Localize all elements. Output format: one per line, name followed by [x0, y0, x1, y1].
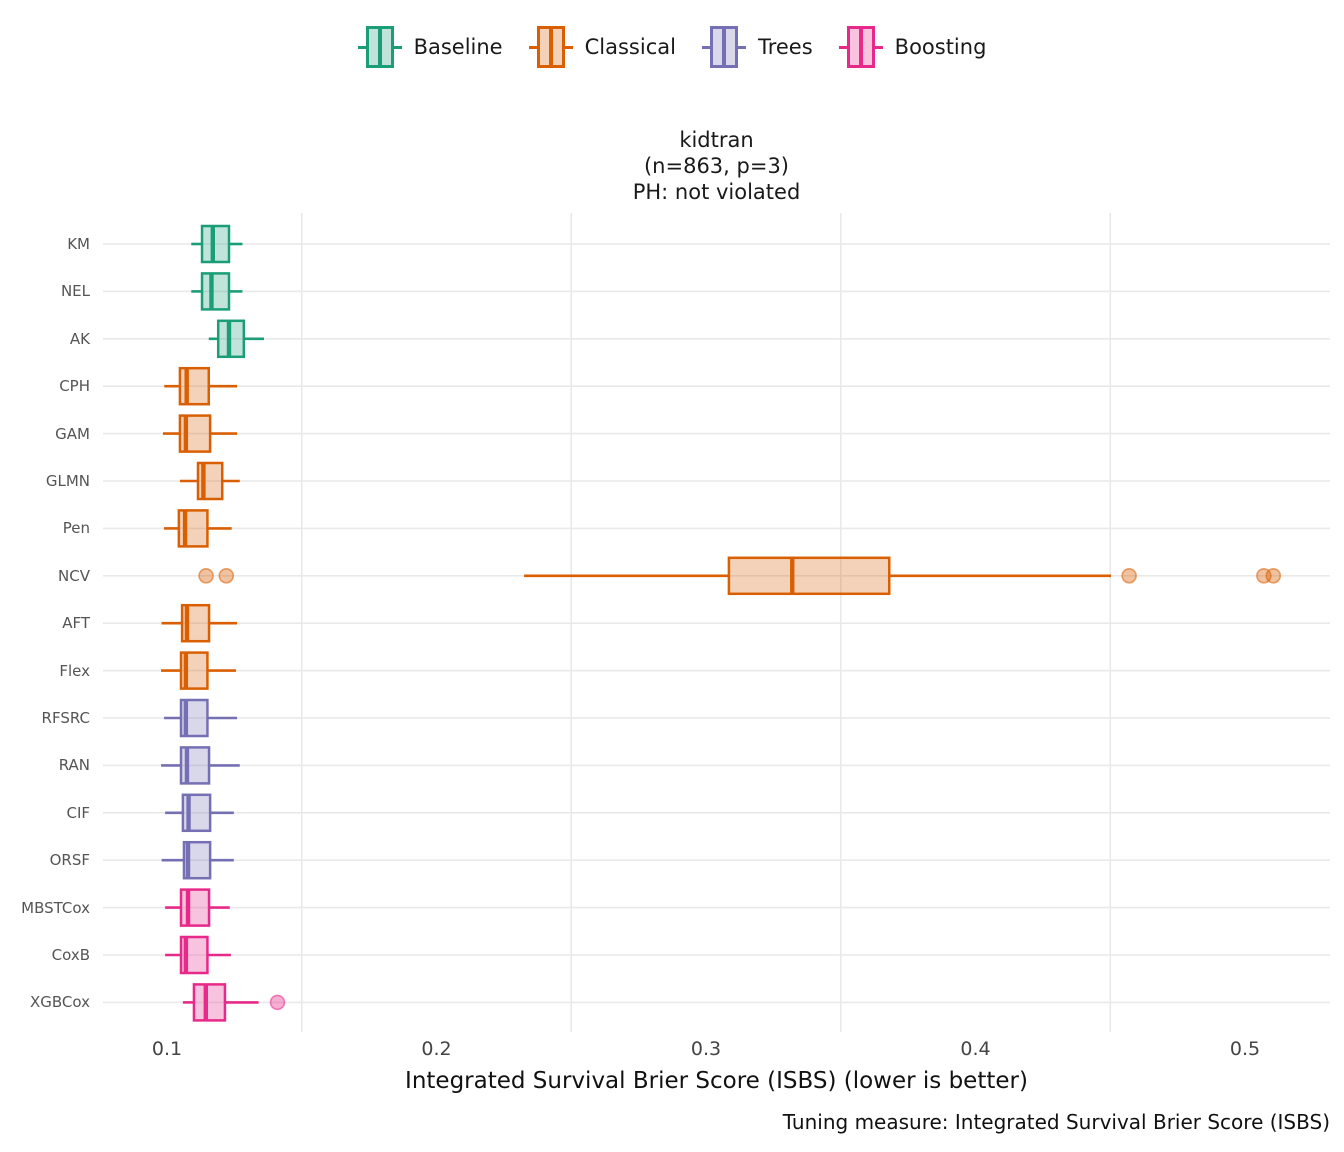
- legend-item-boosting: Boosting: [838, 26, 987, 68]
- outlier-point: [1121, 567, 1137, 584]
- boxplot-key-icon: [838, 26, 883, 68]
- x-axis-tick-0.3: 0.3: [690, 1038, 722, 1060]
- y-axis-label-ORSF: ORSF: [49, 851, 90, 870]
- y-axis-label-GLMN: GLMN: [45, 472, 90, 490]
- y-axis-label-Pen: Pen: [62, 519, 90, 538]
- title-dataset: kidtran: [679, 128, 754, 152]
- legend: Baseline Classical Trees Boosting: [0, 26, 1344, 68]
- title-ph-status: PH: not violated: [632, 180, 801, 204]
- outlier-point: [1265, 567, 1282, 584]
- boxplot-key-icon: [528, 26, 573, 68]
- y-axis-label-AFT: AFT: [62, 614, 90, 633]
- legend-label: Baseline: [413, 35, 503, 59]
- y-axis-label-AK: AK: [69, 329, 90, 348]
- outlier-point: [269, 994, 286, 1011]
- y-axis-label-Flex: Flex: [59, 661, 90, 680]
- outlier-point: [198, 567, 214, 584]
- box-XGBCox: [192, 983, 227, 1022]
- y-axis-label-CIF: CIF: [66, 803, 90, 822]
- y-axis-label-MBSTCox: MBSTCox: [21, 898, 90, 917]
- y-axis-label-XGBCox: XGBCox: [30, 993, 90, 1012]
- box-CPH: [178, 366, 211, 406]
- y-axis-label-NCV: NCV: [58, 566, 90, 585]
- legend-item-classical: Classical: [528, 26, 676, 68]
- boxplot-key-icon: [701, 26, 746, 68]
- y-axis-label-RAN: RAN: [58, 756, 90, 775]
- legend-item-trees: Trees: [701, 26, 813, 68]
- title-dimensions: (n=863, p=3): [643, 154, 789, 178]
- x-axis-tick-0.5: 0.5: [1229, 1038, 1261, 1060]
- y-axis-label-CPH: CPH: [59, 377, 90, 396]
- x-axis-title: Integrated Survival Brier Score (ISBS) (…: [405, 1068, 1028, 1094]
- outlier-point: [218, 567, 235, 584]
- box-KM: [200, 224, 231, 264]
- plot-title: kidtran (n=863, p=3) PH: not violated: [103, 127, 1330, 205]
- y-axis-label-KM: KM: [67, 235, 90, 253]
- legend-label: Boosting: [894, 35, 987, 59]
- box-NCV: [727, 556, 891, 596]
- y-axis-label-GAM: GAM: [55, 424, 90, 443]
- x-axis-tick-0.4: 0.4: [960, 1038, 991, 1060]
- y-axis-label-CoxB: CoxB: [51, 946, 90, 964]
- legend-label: Trees: [757, 35, 813, 59]
- y-axis-label-RFSRC: RFSRC: [41, 709, 90, 727]
- boxplot-key-icon: [357, 26, 402, 68]
- legend-item-baseline: Baseline: [357, 26, 503, 68]
- legend-label: Classical: [584, 35, 676, 59]
- box-NEL: [200, 272, 231, 311]
- caption-tuning-measure: Tuning measure: Integrated Survival Brie…: [782, 1110, 1330, 1134]
- x-axis-tick-0.1: 0.1: [151, 1038, 183, 1060]
- box-MBSTCox: [179, 888, 211, 927]
- x-axis-tick-0.2: 0.2: [421, 1038, 452, 1060]
- y-axis-label-NEL: NEL: [60, 282, 90, 301]
